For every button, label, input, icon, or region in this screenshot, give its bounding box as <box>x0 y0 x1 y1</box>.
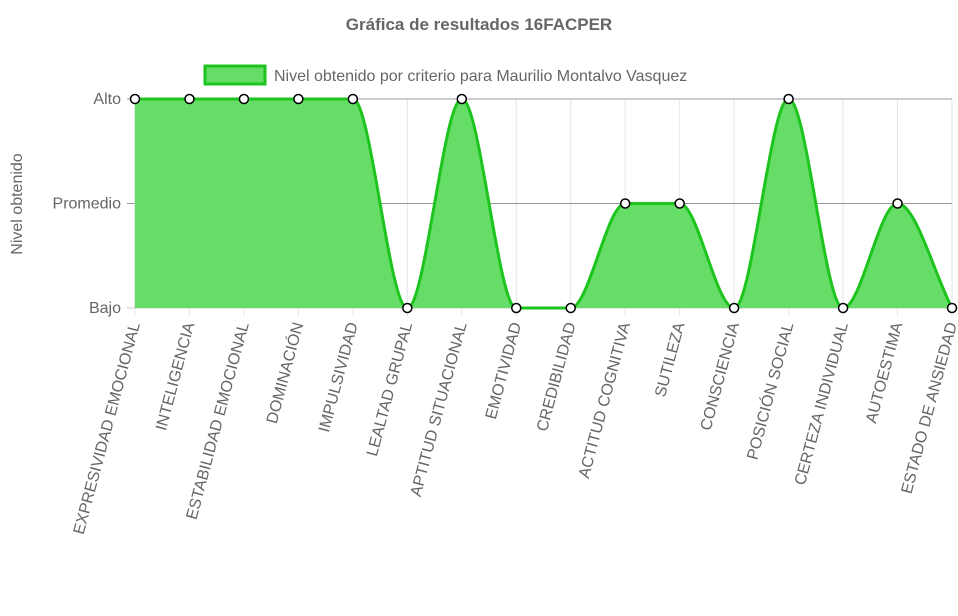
data-point[interactable] <box>402 302 413 314</box>
data-point[interactable] <box>783 93 794 105</box>
data-point[interactable] <box>946 302 958 314</box>
x-tick-label: POSICIÓN SOCIAL <box>743 320 798 462</box>
data-point[interactable] <box>674 198 685 209</box>
x-tick-label: AUTOESTIMA <box>863 320 906 425</box>
y-tick-label: Promedio <box>53 196 122 213</box>
x-tick-label: LEALTAD GRUPAL <box>364 321 416 459</box>
legend[interactable]: Nivel obtenido por criterio para Maurili… <box>203 64 687 86</box>
chart-title: Gráfica de resultados 16FACPER <box>346 15 612 34</box>
data-point[interactable] <box>565 302 576 314</box>
x-ticks: EXPRESIVIDAD EMOCIONAL INTELIGENCIAESTABI… <box>71 320 958 536</box>
data-point[interactable] <box>619 198 631 209</box>
legend-label: Nivel obtenido por criterio para Maurili… <box>274 68 687 85</box>
x-tick-label: DOMINACIÓN <box>262 320 307 425</box>
data-point[interactable] <box>184 93 195 105</box>
x-tick-label: APTITUD SITUACIONAL <box>408 321 471 499</box>
data-point[interactable] <box>129 93 141 105</box>
series-area <box>135 99 952 308</box>
x-tick-label: ACTITUD COGNITIVA <box>576 320 634 480</box>
data-point[interactable] <box>456 93 468 105</box>
x-tick-label: INTELIGENCIA <box>153 320 198 432</box>
data-point[interactable] <box>293 93 304 105</box>
x-tick-label: EMOTIVIDAD <box>483 321 525 422</box>
y-ticks: Bajo Promedio Alto <box>53 91 122 317</box>
x-tick-label: EXPRESIVIDAD EMOCIONAL <box>71 321 144 537</box>
y-axis-label: Nivel obtenido <box>9 153 26 255</box>
x-tick-label: CONSCIENCIA <box>698 320 743 432</box>
y-tick-label: Bajo <box>89 300 121 317</box>
y-tick-label: Alto <box>93 91 121 108</box>
x-tick-label: IMPULSIVIDAD <box>316 321 362 434</box>
x-tick-label: ESTADO DE ANSIEDAD <box>899 321 958 496</box>
x-tick-label: ESTABILIDAD EMOCIONAL <box>184 321 253 522</box>
data-point[interactable] <box>238 93 250 105</box>
data-point[interactable] <box>511 302 522 314</box>
points <box>129 93 958 314</box>
x-tick-label: CREDIBILIDAD <box>534 321 579 434</box>
legend-swatch <box>203 64 267 86</box>
data-point[interactable] <box>728 302 740 314</box>
data-point[interactable] <box>347 93 359 105</box>
data-point[interactable] <box>837 302 849 314</box>
x-tick-label: SUTILEZA <box>652 320 688 399</box>
x-tick-label: CERTEZA INDIVIDUAL <box>792 321 852 488</box>
data-point[interactable] <box>892 198 903 209</box>
